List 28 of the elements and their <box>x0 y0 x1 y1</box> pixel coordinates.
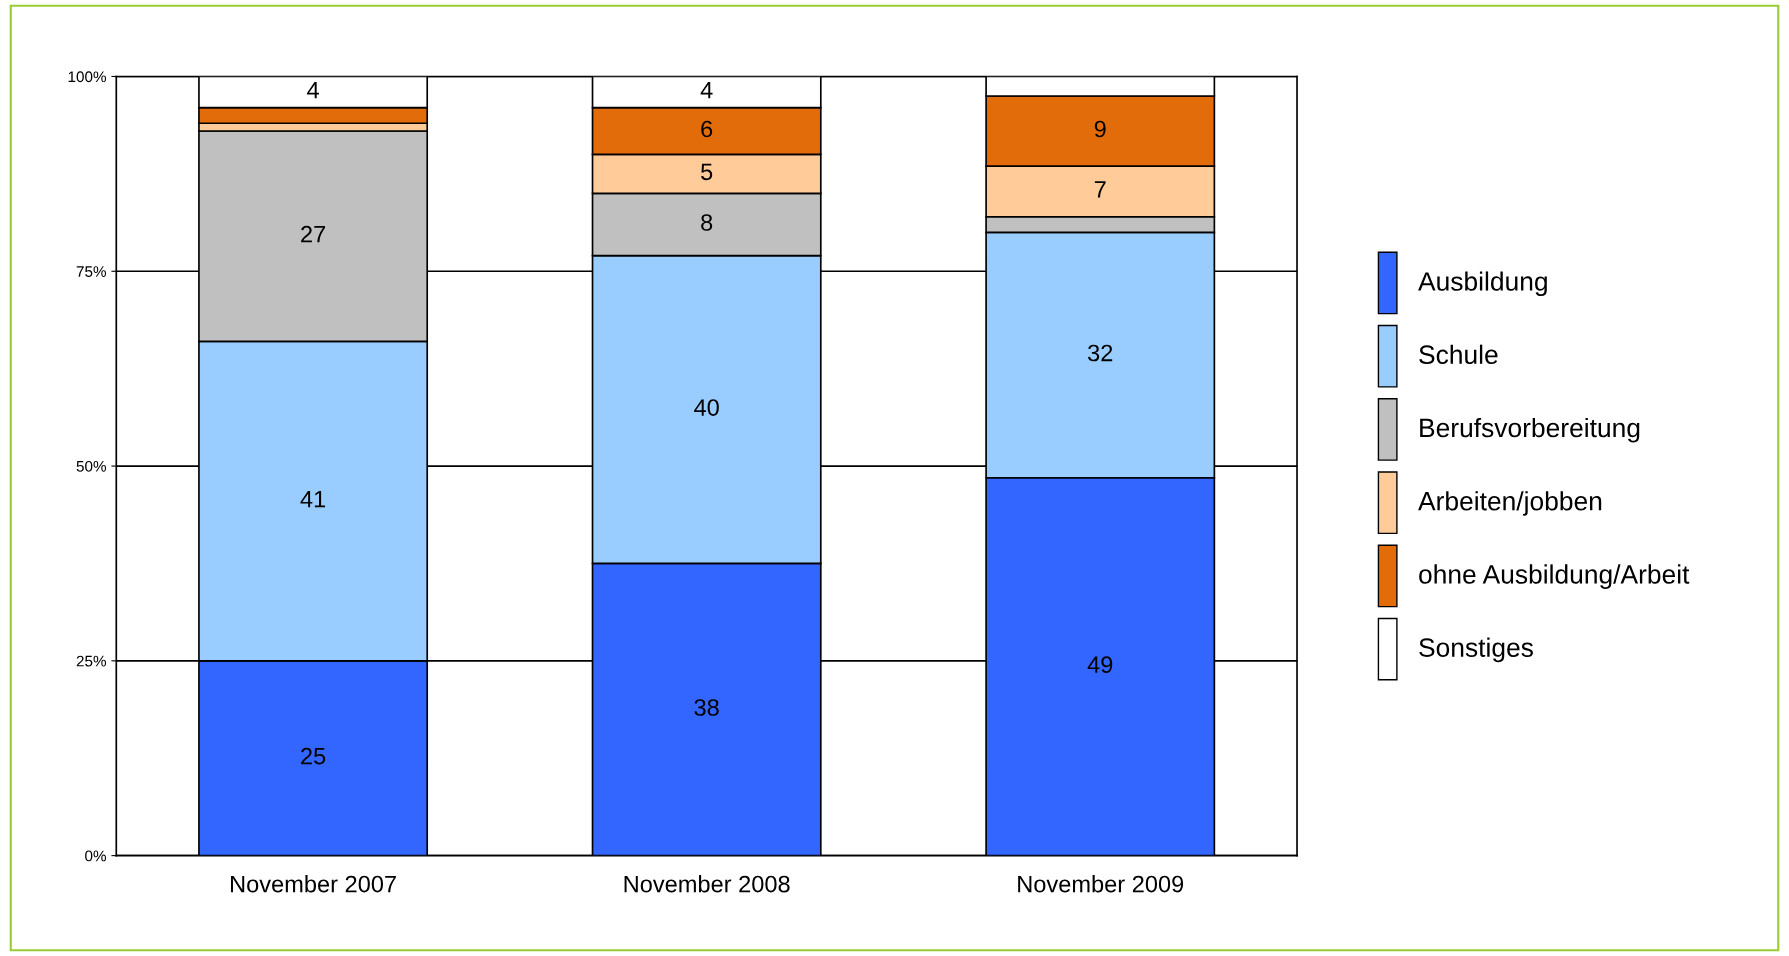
legend-label: Arbeiten/jobben <box>1418 491 1602 516</box>
x-tick-label: November 2008 <box>624 875 790 893</box>
data-label: 9 <box>1094 120 1106 138</box>
data-label: 7 <box>1094 181 1106 198</box>
data-label: 8 <box>701 214 713 231</box>
data-label: 5 <box>701 163 713 181</box>
data-label: 6 <box>701 120 713 138</box>
legend-label: Ausbildung <box>1418 271 1547 297</box>
legend-label: Schule <box>1419 344 1498 365</box>
legend-label: Sonstiges <box>1419 637 1533 663</box>
legend-label: ohne Ausbildung/Arbeit <box>1419 564 1690 589</box>
data-label: 27 <box>301 225 326 243</box>
data-label: 49 <box>1087 656 1113 674</box>
data-label: 41 <box>300 490 326 508</box>
data-label: 38 <box>694 699 719 716</box>
data-label: 4 <box>700 81 713 99</box>
x-tick-label: November 2009 <box>1018 875 1184 893</box>
data-label: 32 <box>1088 344 1113 362</box>
legend-label: Berufsvorbereitung <box>1420 417 1640 443</box>
y-tick-label: 50% <box>76 460 107 472</box>
y-tick-label: 25% <box>76 655 107 667</box>
data-label: 25 <box>301 747 326 765</box>
y-tick-label: 100% <box>68 71 107 83</box>
y-tick-label: 75% <box>76 266 107 277</box>
data-label: 40 <box>694 399 719 416</box>
data-label: 4 <box>307 81 319 99</box>
y-tick-label: 0% <box>85 850 107 862</box>
x-tick-label: November 2007 <box>231 875 396 893</box>
